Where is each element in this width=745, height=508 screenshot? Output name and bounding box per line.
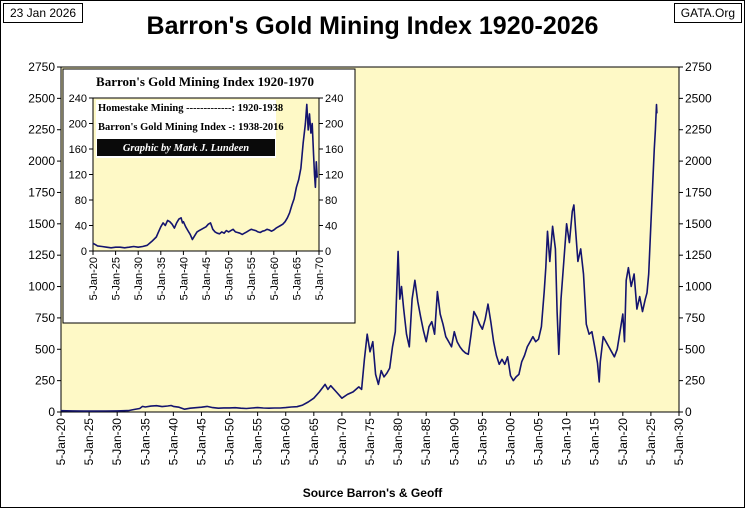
main-x-tick-label: 5-Jan-00 [503, 418, 517, 466]
main-y-tick-label-right: 2750 [685, 60, 712, 74]
main-x-tick-label: 5-Jan-05 [532, 418, 546, 466]
inset-x-tick-label: 5-Jan-40 [178, 257, 190, 300]
main-x-tick-label: 5-Jan-90 [447, 418, 461, 466]
inset-x-tick-label: 5-Jan-55 [246, 257, 258, 300]
inset-y-tick-label-left: 120 [69, 170, 87, 182]
main-x-tick-label: 5-Jan-25 [644, 418, 658, 466]
inset-credit-text: Graphic by Mark J. Lundeen [123, 143, 249, 154]
inset-x-tick-label: 5-Jan-30 [133, 257, 145, 300]
main-y-tick-label-left: 1750 [28, 185, 55, 199]
main-x-tick-label: 5-Jan-45 [194, 418, 208, 466]
main-y-tick-label-left: 2750 [28, 60, 55, 74]
inset-y-tick-label-left: 0 [81, 246, 87, 258]
main-y-tick-label-right: 0 [685, 405, 692, 419]
main-y-axis-right: 0 250 500 750 1000 1250 1500 1750 2000 2250 2500 27… [679, 60, 712, 419]
inset-x-tick-label: 5-Jan-35 [156, 257, 168, 300]
main-y-tick-label-left: 2500 [28, 91, 55, 105]
inset-x-tick-label: 5-Jan-50 [224, 257, 236, 300]
inset-y-tick-label-right: 200 [325, 119, 343, 131]
chart-title: Barron's Gold Mining Index 1920-2026 [146, 12, 599, 40]
inset-y-tick-label-right: 80 [325, 195, 337, 207]
main-y-tick-label-left: 1250 [28, 248, 55, 262]
inset-y-tick-label-left: 80 [75, 195, 87, 207]
main-y-tick-label-left: 0 [48, 405, 55, 419]
inset-title: Barron's Gold Mining Index 1920-1970 [96, 74, 314, 89]
main-x-tick-label: 5-Jan-40 [166, 418, 180, 466]
main-x-tick-label: 5-Jan-50 [223, 418, 237, 466]
main-x-tick-label: 5-Jan-15 [588, 418, 602, 466]
inset-y-tick-label-right: 0 [325, 246, 331, 258]
inset-y-tick-label-left: 240 [69, 93, 87, 105]
inset-x-tick-label: 5-Jan-65 [291, 257, 303, 300]
main-y-tick-label-right: 1500 [685, 217, 712, 231]
main-y-tick-label-right: 2500 [685, 91, 712, 105]
main-y-tick-label-left: 250 [35, 374, 55, 388]
inset-y-axis-left: 0 40 80 120 160 200 240 [69, 93, 93, 258]
inset-x-tick-label: 5-Jan-45 [201, 257, 213, 300]
inset-x-axis: 5-Jan-20 5-Jan-25 5-Jan-30 5-Jan-35 5-Jan-40… [88, 251, 326, 300]
main-y-tick-label-right: 2250 [685, 123, 712, 137]
main-x-tick-label: 5-Jan-20 [616, 418, 630, 466]
main-x-tick-label: 5-Jan-95 [475, 418, 489, 466]
inset-y-tick-label-right: 160 [325, 144, 343, 156]
inset-chart: Barron's Gold Mining Index 1920-1970 0 40… [62, 68, 356, 324]
main-x-tick-label: 5-Jan-30 [672, 418, 686, 466]
main-y-tick-label-right: 1000 [685, 280, 712, 294]
main-x-axis: 5-Jan-20 5-Jan-25 5-Jan-30 5-Jan-35 5-Jan-40… [54, 412, 686, 465]
main-x-tick-label: 5-Jan-80 [391, 418, 405, 466]
main-y-tick-label-right: 2000 [685, 154, 712, 168]
main-x-tick-label: 5-Jan-25 [82, 418, 96, 466]
main-y-tick-label-left: 2250 [28, 123, 55, 137]
inset-y-tick-label-right: 120 [325, 170, 343, 182]
main-x-tick-label: 5-Jan-60 [279, 418, 293, 466]
inset-y-tick-label-right: 40 [325, 221, 337, 233]
main-x-tick-label: 5-Jan-70 [335, 418, 349, 466]
date-label: 23 Jan 2026 [3, 3, 84, 23]
inset-legend-barrons: Barron's Gold Mining Index -: 1938-2016 [98, 122, 284, 133]
inset-y-tick-label-left: 160 [69, 144, 87, 156]
inset-x-tick-label: 5-Jan-60 [269, 257, 281, 300]
main-y-axis-left: 0 250 500 750 1000 1250 1500 1750 2000 2250 2500 27… [28, 60, 61, 419]
main-y-tick-label-left: 1000 [28, 280, 55, 294]
main-x-tick-label: 5-Jan-20 [54, 418, 68, 466]
main-series-line [60, 103, 658, 412]
inset-y-tick-label-left: 200 [69, 119, 87, 131]
main-x-tick-label: 5-Jan-35 [138, 418, 152, 466]
source-label: Source Barron's & Geoff [302, 486, 443, 500]
main-y-tick-label-right: 250 [685, 374, 705, 388]
main-x-tick-label: 5-Jan-85 [419, 418, 433, 466]
main-x-tick-label: 5-Jan-55 [251, 418, 265, 466]
inset-x-tick-label: 5-Jan-20 [88, 257, 100, 300]
main-y-tick-label-right: 500 [685, 342, 705, 356]
inset-y-axis-right: 0 40 80 120 160 200 240 [319, 93, 343, 258]
main-y-tick-label-left: 750 [35, 311, 55, 325]
main-y-tick-label-left: 1500 [28, 217, 55, 231]
inset-y-tick-label-right: 240 [325, 93, 343, 105]
main-y-tick-label-right: 1750 [685, 185, 712, 199]
inset-series-line [92, 103, 318, 249]
main-y-tick-label-left: 500 [35, 342, 55, 356]
inset-x-tick-label: 5-Jan-70 [314, 257, 326, 300]
inset-x-tick-label: 5-Jan-25 [111, 257, 123, 300]
site-label: GATA.Org [673, 3, 742, 23]
main-y-tick-label-right: 750 [685, 311, 705, 325]
inset-y-tick-label-left: 40 [75, 221, 87, 233]
main-x-tick-label: 5-Jan-10 [560, 418, 574, 466]
inset-legend-homestake: Homestake Mining -------------: 1920-193… [98, 103, 283, 114]
main-x-tick-label: 5-Jan-75 [363, 418, 377, 466]
main-x-tick-label: 5-Jan-30 [110, 418, 124, 466]
inset-credit-box [97, 139, 275, 156]
main-x-tick-label: 5-Jan-65 [307, 418, 321, 466]
main-y-tick-label-right: 1250 [685, 248, 712, 262]
main-y-tick-label-left: 2000 [28, 154, 55, 168]
